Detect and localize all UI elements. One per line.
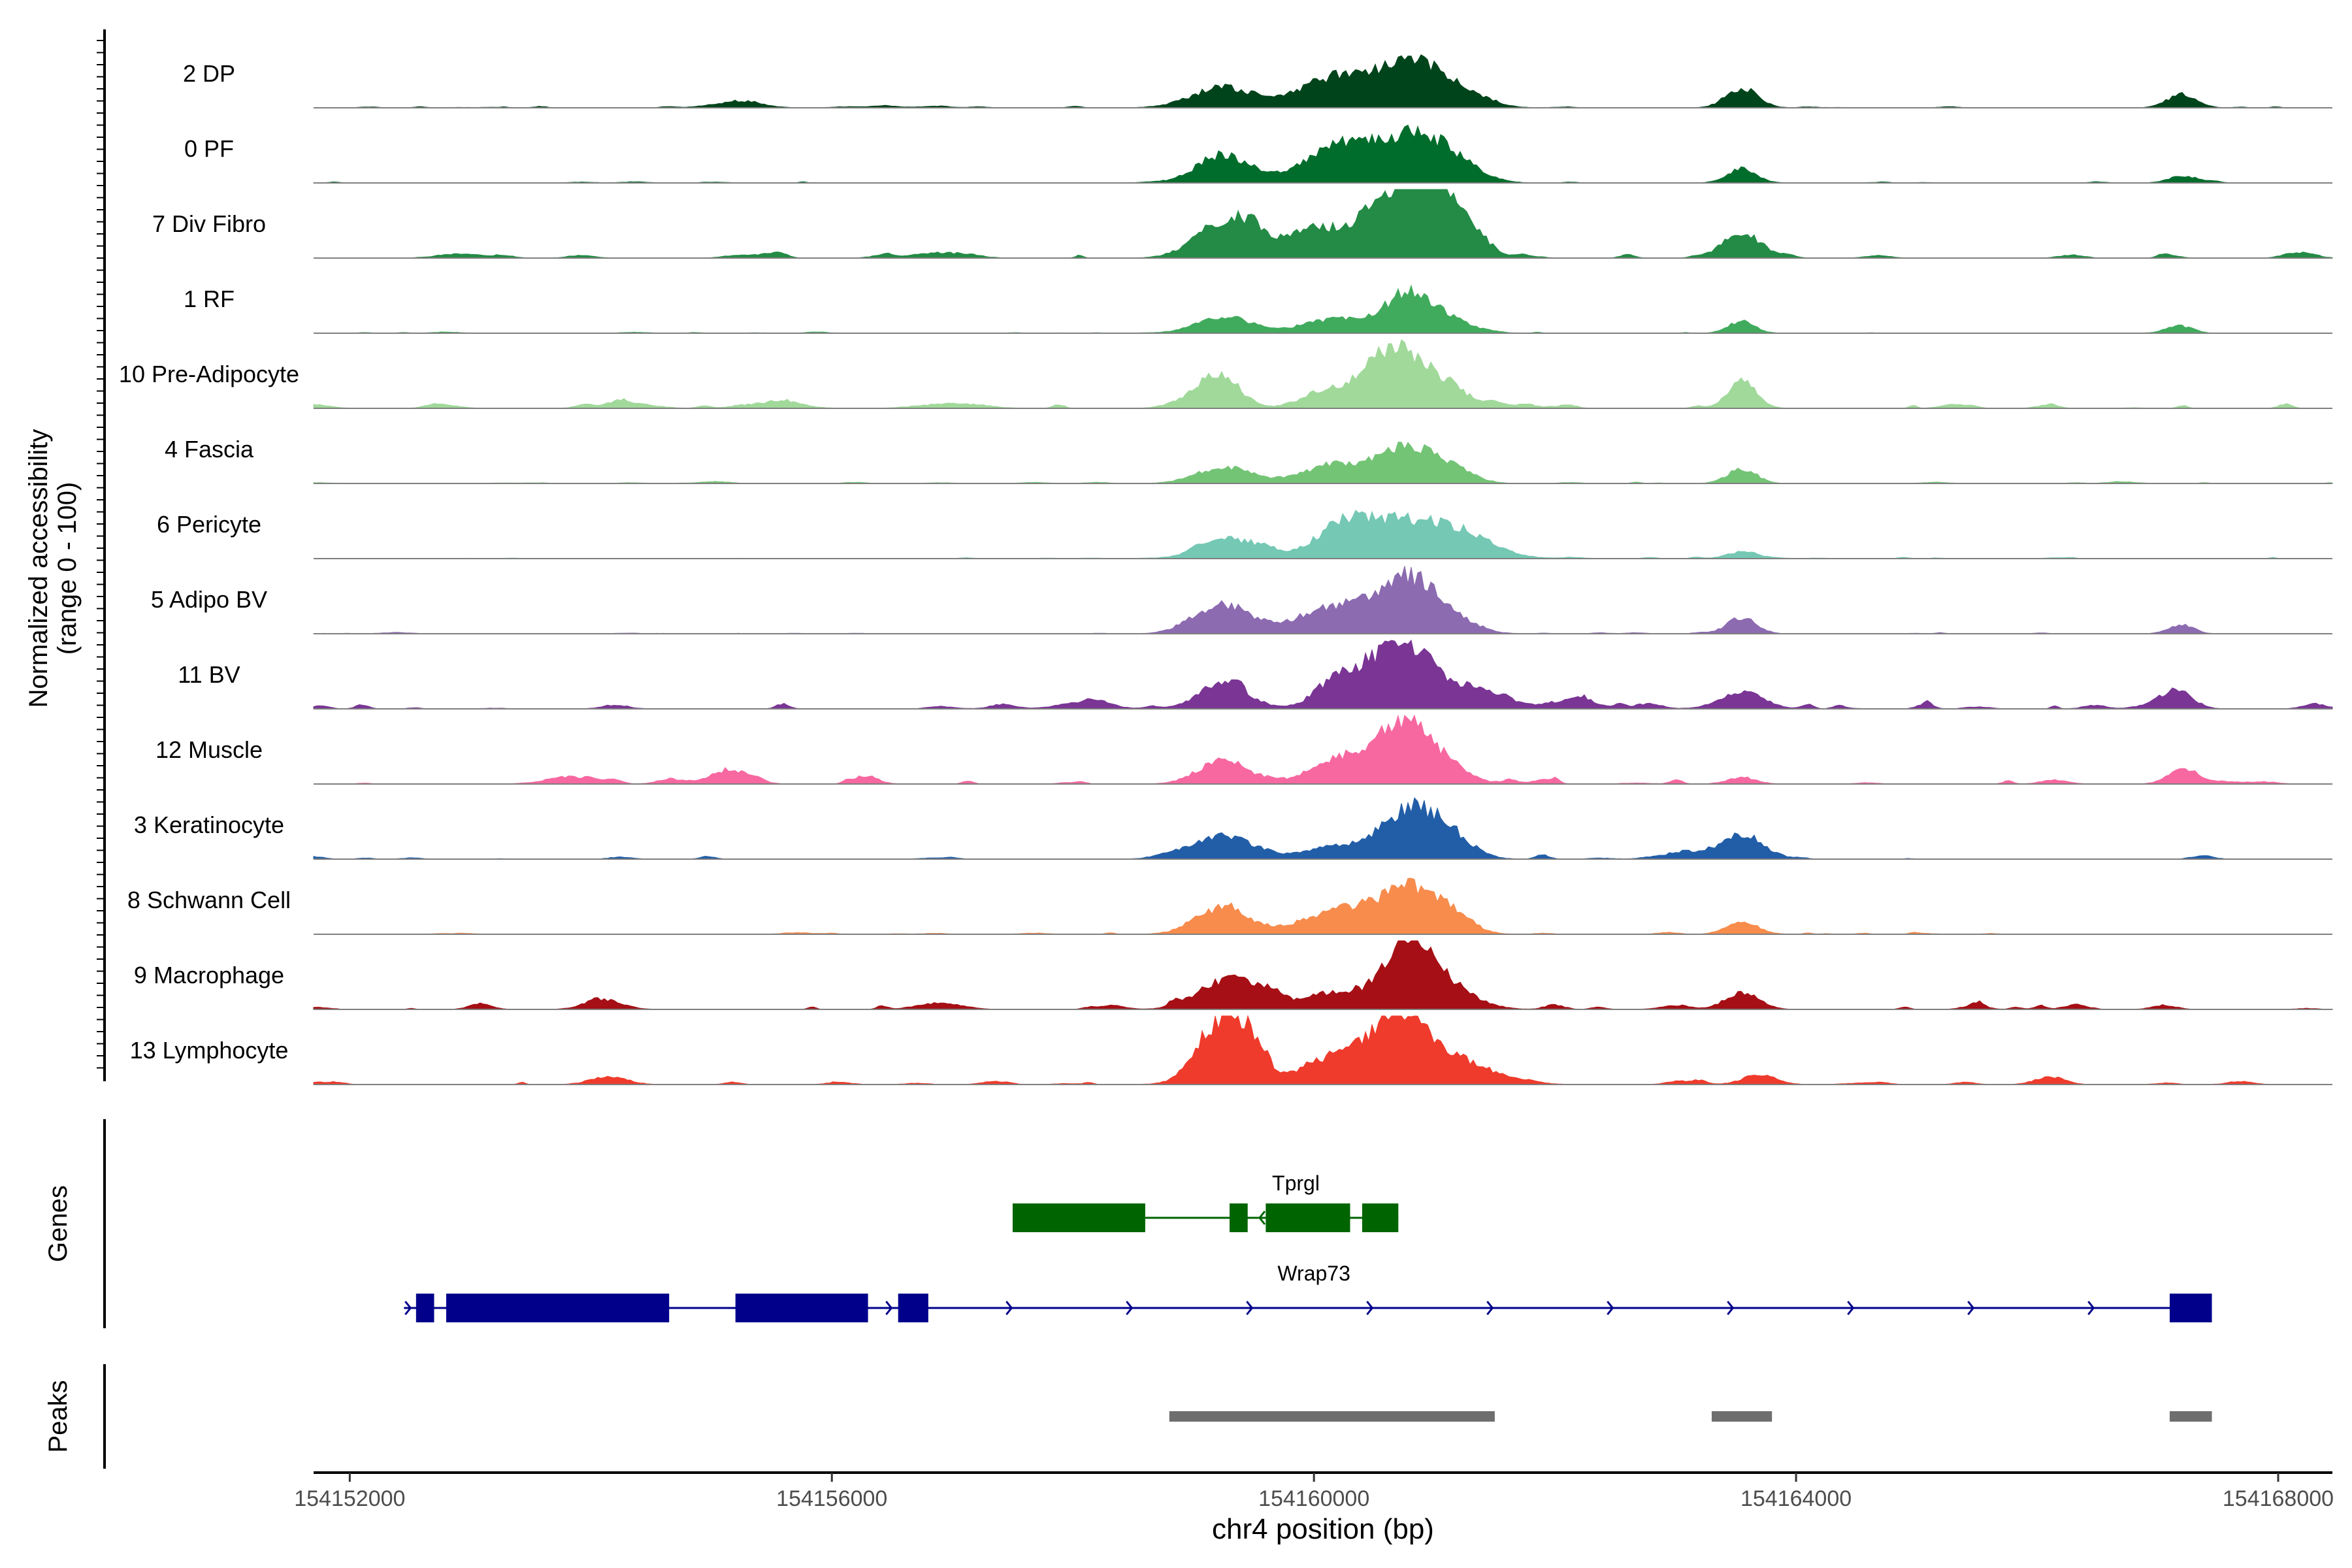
strand-arrow xyxy=(2087,1301,2095,1315)
peak-region xyxy=(1169,1411,1495,1422)
x-tick-label: 154160000 xyxy=(1258,1486,1369,1511)
track-label: 2 DP xyxy=(183,60,235,87)
gene-exon xyxy=(1012,1203,1145,1232)
gene-name: Tprgl xyxy=(1272,1171,1320,1195)
track-label: 9 Macrophage xyxy=(134,962,284,988)
strand-arrow xyxy=(1258,1211,1266,1225)
track-label: 6 Pericyte xyxy=(157,511,261,538)
coverage-tracks: 2 DP 0 PF 7 Div Fibro 1 RF 10 Pre-Adipocyte 4… xyxy=(119,54,2333,1085)
coverage-area xyxy=(314,510,2332,559)
track-label: 4 Fascia xyxy=(165,436,254,463)
peak-region xyxy=(1711,1411,1772,1422)
genes-track-label: Genes xyxy=(44,1185,73,1262)
track-label: 1 RF xyxy=(184,286,235,312)
gene-exon xyxy=(2169,1294,2212,1322)
y-axis-label-line1: Normalized accessibility xyxy=(24,429,53,708)
coverage-track: 12 Muscle xyxy=(155,714,2332,785)
track-label: 13 Lymphocyte xyxy=(130,1037,289,1064)
coverage-track: 13 Lymphocyte xyxy=(130,1015,2332,1085)
gene-exon xyxy=(1362,1203,1399,1232)
coverage-track: 8 Schwann Cell xyxy=(127,877,2332,935)
coverage-track: 3 Keratinocyte xyxy=(134,797,2332,860)
coverage-area xyxy=(313,566,2332,634)
strand-arrow xyxy=(1607,1301,1614,1315)
coverage-area xyxy=(314,54,2332,108)
coverage-track: 6 Pericyte xyxy=(157,510,2332,559)
track-label: 12 Muscle xyxy=(155,736,263,763)
track-label: 5 Adipo BV xyxy=(151,586,267,613)
x-tick-label: 154152000 xyxy=(294,1486,405,1511)
x-tick-label: 154168000 xyxy=(2223,1486,2334,1511)
y-axis-label-line2: (range 0 - 100) xyxy=(53,482,82,655)
gene-exon xyxy=(1266,1203,1350,1232)
x-axis-ticks: 154152000 154156000 154160000 154164000 1541… xyxy=(294,1473,2334,1511)
x-axis-label: chr4 position (bp) xyxy=(1212,1513,1434,1545)
gene-model: Tprgl xyxy=(1012,1171,1399,1232)
coverage-track: 7 Div Fibro xyxy=(152,189,2333,259)
gene-exon xyxy=(898,1294,928,1322)
coverage-area xyxy=(313,124,2332,184)
peaks-track-label: Peaks xyxy=(44,1380,73,1452)
track-label: 11 BV xyxy=(178,661,240,688)
strand-arrow xyxy=(1967,1301,1975,1315)
peak-track xyxy=(1169,1411,2212,1422)
strand-arrow xyxy=(404,1301,412,1315)
x-tick-label: 154156000 xyxy=(776,1486,887,1511)
x-tick-label: 154164000 xyxy=(1740,1486,1852,1511)
peak-region xyxy=(2169,1411,2212,1422)
gene-exon xyxy=(735,1294,868,1322)
coverage-area xyxy=(313,339,2332,409)
strand-arrow xyxy=(1126,1301,1134,1315)
coverage-area xyxy=(313,639,2333,710)
gene-name: Wrap73 xyxy=(1277,1262,1350,1285)
strand-arrow xyxy=(1486,1301,1494,1315)
coverage-track: 10 Pre-Adipocyte xyxy=(119,339,2332,409)
track-label: 7 Div Fibro xyxy=(152,210,266,237)
track-label: 0 PF xyxy=(184,135,234,162)
coverage-area xyxy=(313,797,2332,860)
coverage-area xyxy=(313,1015,2332,1085)
track-label: 3 Keratinocyte xyxy=(134,811,284,838)
coverage-track: 5 Adipo BV xyxy=(151,566,2332,634)
coverage-track: 4 Fascia xyxy=(165,436,2333,484)
gene-exon xyxy=(1230,1203,1248,1232)
strand-arrow xyxy=(1005,1301,1013,1315)
gene-track: Tprgl Wrap73 xyxy=(404,1171,2212,1322)
strand-arrow xyxy=(885,1301,893,1315)
coverage-track: 11 BV xyxy=(178,639,2333,710)
coverage-area xyxy=(313,940,2333,1010)
gene-model: Wrap73 xyxy=(404,1262,2212,1322)
coverage-track: 9 Macrophage xyxy=(134,940,2333,1010)
coverage-track: 0 PF xyxy=(184,124,2332,184)
strand-arrow xyxy=(1727,1301,1735,1315)
coverage-area xyxy=(314,284,2332,334)
gene-exon xyxy=(416,1294,434,1322)
coverage-area xyxy=(314,714,2332,785)
coverage-left-axis xyxy=(97,29,106,1081)
track-label: 8 Schwann Cell xyxy=(127,887,291,913)
coverage-area xyxy=(313,442,2333,484)
coverage-area xyxy=(314,877,2332,935)
coverage-track: 2 DP xyxy=(183,54,2332,108)
strand-arrow xyxy=(1847,1301,1855,1315)
coverage-area xyxy=(314,189,2333,259)
gene-exon xyxy=(446,1294,670,1322)
strand-arrow xyxy=(1366,1301,1374,1315)
coverage-track: 1 RF xyxy=(184,284,2332,334)
y-axis-label: Normalized accessibility (range 0 - 100) xyxy=(24,429,82,708)
track-label: 10 Pre-Adipocyte xyxy=(119,361,299,387)
strand-arrow xyxy=(1246,1301,1254,1315)
